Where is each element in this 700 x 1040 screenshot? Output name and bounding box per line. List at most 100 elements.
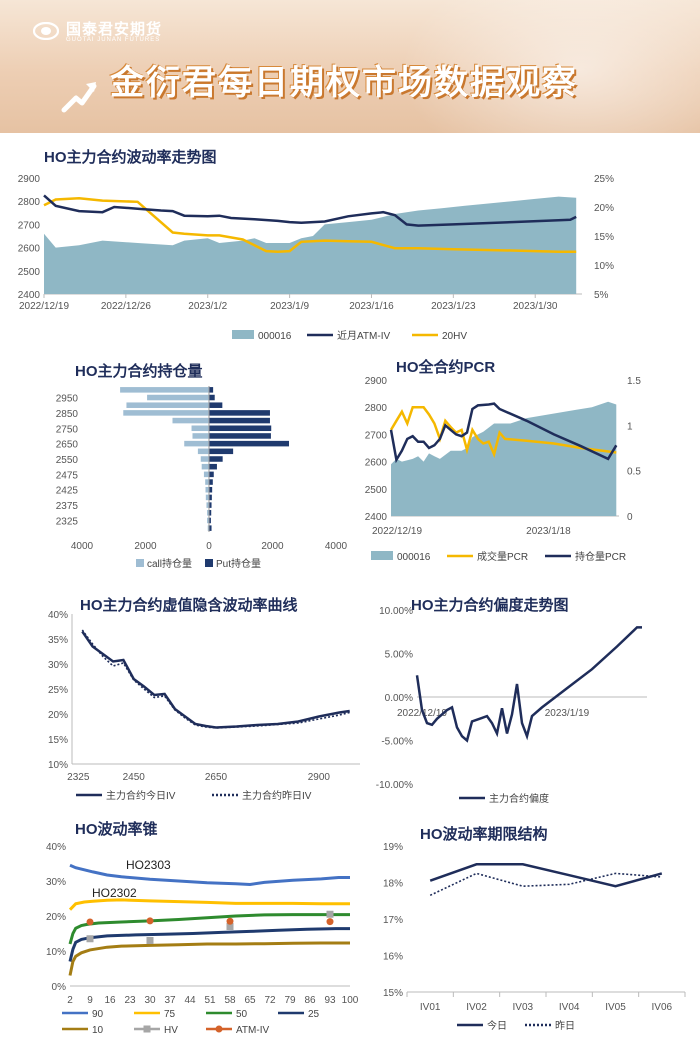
skew-title: HO主力合约偏度走势图	[411, 597, 569, 614]
iv-y-tick: 15%	[48, 735, 68, 746]
oi-put-bar	[209, 433, 271, 439]
oi-put-bar	[209, 479, 213, 485]
pcr-yright-tick: 1.5	[627, 376, 641, 387]
skew-line	[415, 626, 642, 743]
oi-call-bar	[172, 417, 209, 424]
term-x-tick: IV04	[559, 1002, 580, 1013]
pcr-line-oi	[389, 402, 618, 464]
vol-cone-title: HO波动率锥	[75, 821, 158, 838]
oi-put-bar	[209, 440, 290, 447]
cone-atm-marker	[86, 918, 94, 926]
cone-x-tick: 9	[87, 995, 93, 1006]
company-logo-icon	[33, 22, 59, 40]
cone-legend-atm-marker	[215, 1025, 223, 1033]
pcr-yleft-tick: 2600	[365, 458, 388, 469]
vol-trend-legend-20hv: 20HV	[442, 331, 467, 342]
oi-x-tick: 0	[206, 541, 212, 552]
vol-trend-yleft-tick: 2700	[18, 220, 41, 231]
pcr-area-000016	[391, 401, 617, 516]
pcr-legend-volume: 成交量PCR	[477, 550, 528, 563]
cone-x-tick: 100	[342, 995, 359, 1006]
vol-trend-line-20hv	[43, 197, 577, 253]
oi-put-bar	[209, 448, 234, 455]
term-y-tick: 17%	[383, 915, 403, 926]
cone-legend-25: 25	[308, 1009, 320, 1020]
term-x-tick: IV01	[420, 1002, 441, 1013]
cone-legend-50: 50	[236, 1009, 248, 1020]
cone-line-p10	[68, 941, 350, 976]
iv-y-tick: 30%	[48, 660, 68, 671]
vol-trend-legend-000016: 000016	[258, 331, 292, 342]
cone-x-tick: 16	[104, 995, 116, 1006]
cone-atm-marker	[146, 917, 154, 925]
oi-call-bar	[203, 471, 209, 478]
oi-call-bar	[123, 410, 209, 416]
cone-x-tick: 51	[204, 995, 216, 1006]
oi-put-bar	[209, 425, 272, 432]
oi-call-bar	[120, 387, 209, 393]
vol-trend-chart: 2900 2800 2700 2600 2500 2400 25% 20% 15% 10% 5% 20…	[18, 174, 614, 342]
vol-trend-legend-000016-swatch	[232, 330, 254, 339]
oi-call-bar	[207, 510, 209, 516]
pcr-yright-tick: 1	[627, 421, 633, 432]
vol-trend-x-tick: 2023/1/16	[349, 301, 394, 312]
skew-y-tick: 0.00%	[385, 693, 413, 704]
skew-y-tick: 5.00%	[385, 650, 413, 661]
skew-y-tick: -10.00%	[376, 780, 413, 791]
oi-x-tick: 4000	[325, 541, 348, 552]
oi-strike-tick: 2475	[56, 470, 79, 481]
pcr-chart: 2900 2800 2700 2600 2500 2400 1.5 1 0.5 0 2022/12/…	[365, 376, 642, 563]
vol-trend-x-tick: 2023/1/30	[513, 301, 558, 312]
oi-strike-tick: 2750	[56, 424, 79, 435]
pcr-x-tick: 2022/12/19	[372, 526, 422, 537]
skew-y-tick: -5.00%	[381, 737, 413, 748]
oi-call-bar	[206, 502, 209, 508]
pcr-yleft-tick: 2500	[365, 485, 388, 496]
oi-put-bar	[209, 387, 214, 393]
oi-put-bar	[209, 471, 214, 478]
iv-y-tick: 10%	[48, 760, 68, 771]
term-line-yesterday	[429, 872, 662, 897]
cone-atm-marker	[326, 918, 334, 926]
cone-x-tick: 86	[304, 995, 316, 1006]
pcr-x-tick: 2023/1/18	[526, 526, 571, 537]
term-legend-yesterday: 昨日	[555, 1020, 575, 1032]
iv-x-tick: 2325	[67, 772, 90, 783]
oi-call-bar	[197, 448, 209, 455]
cone-hv-marker	[326, 910, 334, 918]
iv-y-tick: 35%	[48, 635, 68, 646]
oi-call-bar	[200, 456, 209, 462]
cone-legend-hv: HV	[164, 1025, 178, 1036]
pcr-yleft-tick: 2400	[365, 512, 388, 523]
vol-trend-x-tick: 2023/1/2	[188, 301, 227, 312]
iv-legend-yesterday: 主力合约昨日IV	[242, 789, 312, 802]
oi-legend-call: call持仓量	[147, 557, 192, 570]
oi-put-bar	[209, 402, 223, 408]
vol-trend-yright-tick: 25%	[594, 174, 614, 185]
oi-put-bar	[209, 502, 212, 508]
cone-x-tick: 65	[244, 995, 256, 1006]
pcr-legend-oi: 持仓量PCR	[575, 550, 626, 563]
logo-chinese-name: 国泰君安期货	[66, 21, 163, 38]
vol-trend-yright-tick: 15%	[594, 232, 614, 243]
cone-x-tick: 37	[164, 995, 176, 1006]
pcr-yleft-tick: 2800	[365, 403, 388, 414]
term-y-tick: 19%	[383, 842, 403, 853]
vol-cone-chart: 40% 30% 20% 10% 0%2 9 16 23 30 37 44 51 58 65 72 79 86 93…	[46, 842, 359, 1036]
skew-chart: 10.00%5.00%0.00%-5.00%-10.00%2022/12/19 2…	[376, 606, 647, 805]
vol-trend-x-tick: 2022/12/19	[19, 301, 69, 312]
cone-hv-marker	[86, 935, 94, 943]
cone-hv-marker	[226, 923, 234, 930]
vol-trend-x-tick: 2022/12/26	[101, 301, 151, 312]
cone-x-tick: 23	[124, 995, 136, 1006]
term-y-tick: 18%	[383, 879, 403, 890]
open-interest-title: HO主力合约持仓量	[75, 363, 203, 380]
page-title: 金衍君每日期权市场数据观察	[110, 64, 578, 102]
cone-x-tick: 44	[184, 995, 196, 1006]
oi-put-bar	[209, 463, 217, 470]
cone-x-tick: 30	[144, 995, 156, 1006]
oi-call-bar	[207, 517, 209, 524]
cone-y-tick: 40%	[46, 842, 66, 853]
term-x-tick: IV06	[652, 1002, 673, 1013]
oi-put-bar	[209, 410, 270, 416]
